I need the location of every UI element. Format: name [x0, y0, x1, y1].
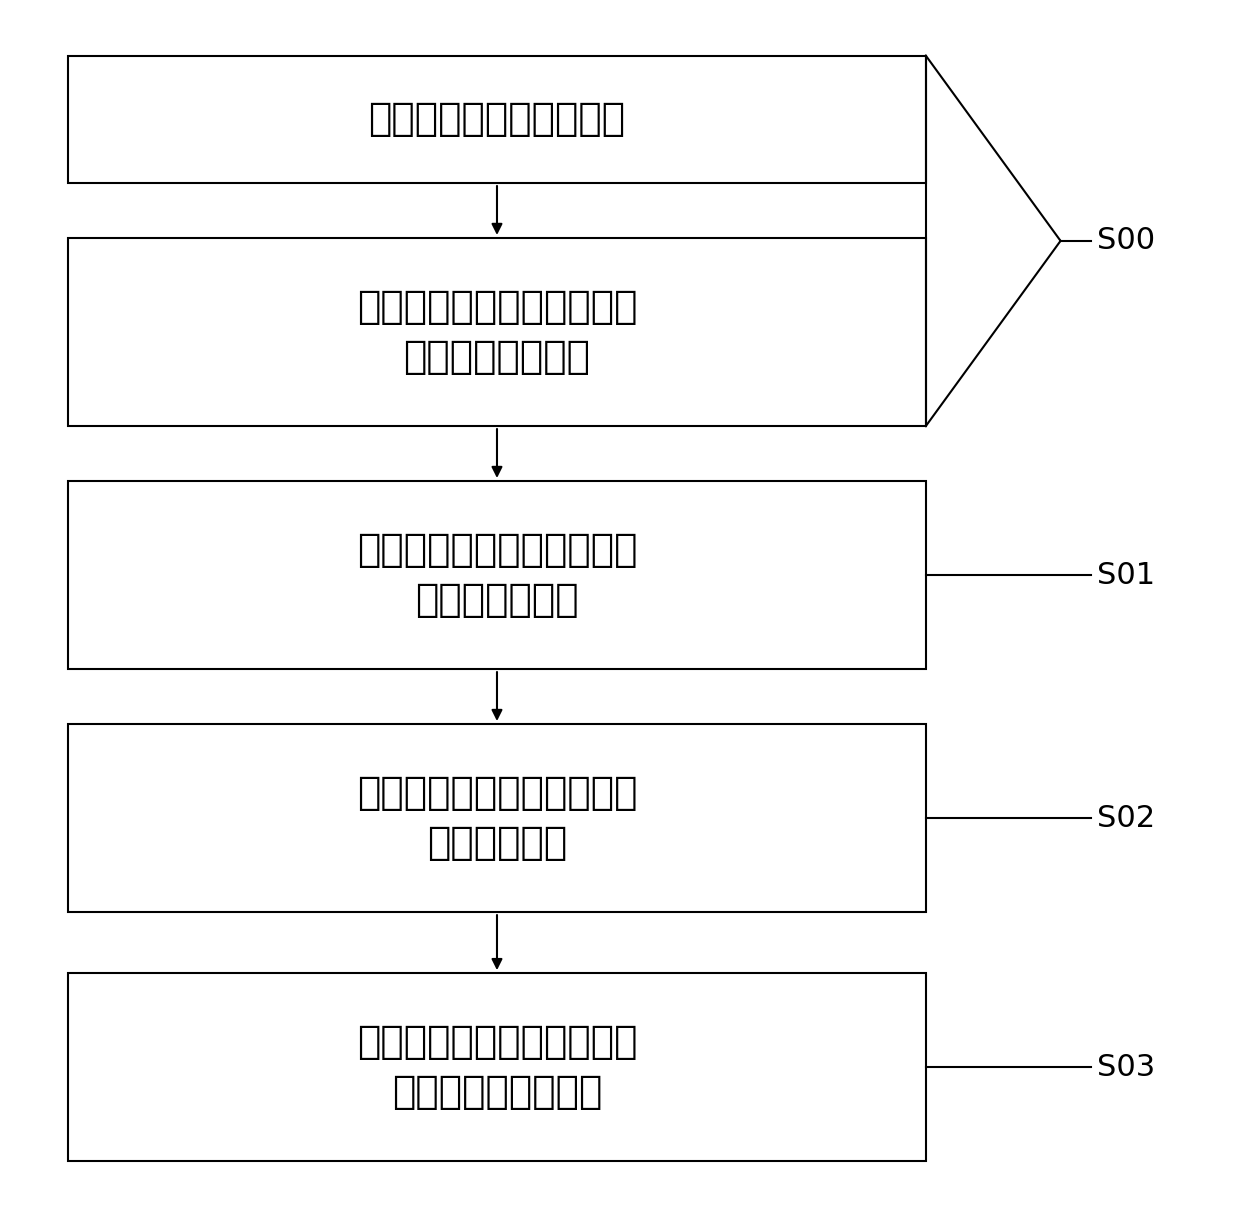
FancyBboxPatch shape	[68, 724, 926, 912]
Text: S03: S03	[1098, 1052, 1156, 1082]
Text: S00: S00	[1098, 226, 1156, 256]
Text: 将陶瓷复合涂料涂覆于电池
铝壳的内表面: 将陶瓷复合涂料涂覆于电池 铝壳的内表面	[357, 774, 637, 862]
Text: 对清污处理后的电池壳体进
行第一次烘干处理: 对清污处理后的电池壳体进 行第一次烘干处理	[357, 288, 637, 376]
Text: 将涂覆有陶瓷复合涂料的电
池铝壳进行烘干处理: 将涂覆有陶瓷复合涂料的电 池铝壳进行烘干处理	[357, 1023, 637, 1111]
Text: S01: S01	[1098, 560, 1156, 590]
FancyBboxPatch shape	[68, 973, 926, 1161]
FancyBboxPatch shape	[68, 481, 926, 669]
FancyBboxPatch shape	[68, 55, 926, 183]
FancyBboxPatch shape	[68, 238, 926, 426]
Text: S02: S02	[1098, 804, 1156, 832]
Text: 将陶瓷粉和高分子胶混合制
得陶瓷复合涂料: 将陶瓷粉和高分子胶混合制 得陶瓷复合涂料	[357, 531, 637, 619]
Text: 对电池壳体进行清污处理: 对电池壳体进行清污处理	[368, 101, 626, 139]
